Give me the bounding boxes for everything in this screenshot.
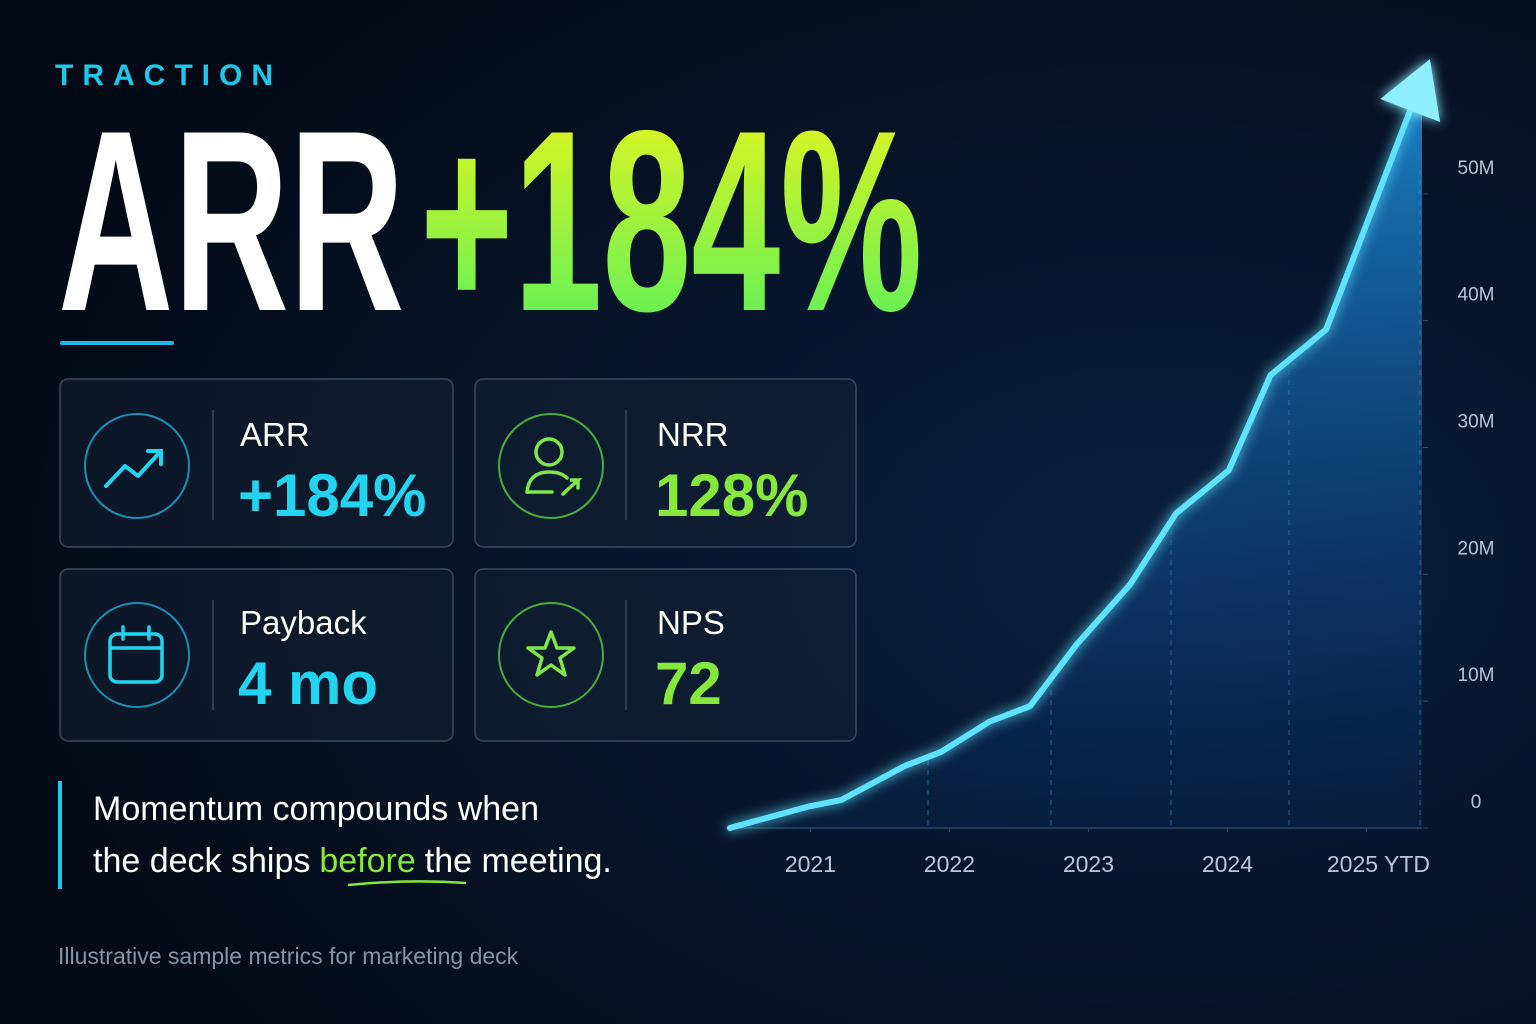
- kpi-value: 72: [655, 650, 722, 717]
- kpi-value: 4 mo: [238, 650, 378, 717]
- y-tick-label: 50M: [1458, 158, 1495, 179]
- area: [729, 79, 1422, 828]
- footnote: Illustrative sample metrics for marketin…: [58, 943, 519, 969]
- quote-line: Momentum compounds when: [93, 790, 539, 828]
- kpi-card: Payback 4 mo: [59, 568, 454, 742]
- y-tick-label: 40M: [1458, 285, 1495, 306]
- kpi-label: Payback: [240, 604, 367, 641]
- eyebrow: TRACTION: [55, 59, 282, 92]
- kpi-label: NPS: [657, 604, 725, 641]
- quote-text: the meeting.: [425, 842, 612, 880]
- kpi-value: 128%: [655, 462, 808, 529]
- quote-bar: [58, 781, 62, 889]
- line: [726, 76, 1425, 831]
- arrowhead: [1380, 59, 1441, 122]
- headline-label: ARR: [58, 78, 405, 365]
- x-tick-label: 2021: [785, 851, 836, 877]
- quote-text: the deck ships: [93, 842, 310, 880]
- x-tick-label: 2025 YTD: [1327, 851, 1430, 877]
- y-tick-label: 0: [1471, 792, 1482, 813]
- kpi-card: ARR +184%: [59, 378, 454, 548]
- divider: [60, 341, 174, 345]
- x-tick-label: 2024: [1202, 851, 1253, 877]
- highlight-underline: [347, 880, 467, 887]
- kpi-card: NPS 72: [474, 568, 857, 742]
- kpi-label: NRR: [657, 416, 729, 453]
- headline-value: +184%: [420, 78, 923, 365]
- kpi-label: ARR: [240, 416, 310, 453]
- x-tick-label: 2023: [1063, 851, 1114, 877]
- kpi-card: NRR 128%: [474, 378, 857, 548]
- quote-line: the deck ships before the meeting.: [93, 842, 612, 880]
- y-tick-label: 20M: [1458, 538, 1495, 559]
- kpi-value: +184%: [238, 462, 427, 529]
- y-tick-label: 10M: [1458, 665, 1495, 686]
- x-tick-label: 2022: [924, 851, 975, 877]
- y-tick-label: 30M: [1458, 412, 1495, 433]
- quote-highlight: before: [319, 842, 415, 880]
- chart: 0 10M 20M 30M 40M 50M 2021 2022 2023 2024 2025 YTD: [726, 59, 1495, 877]
